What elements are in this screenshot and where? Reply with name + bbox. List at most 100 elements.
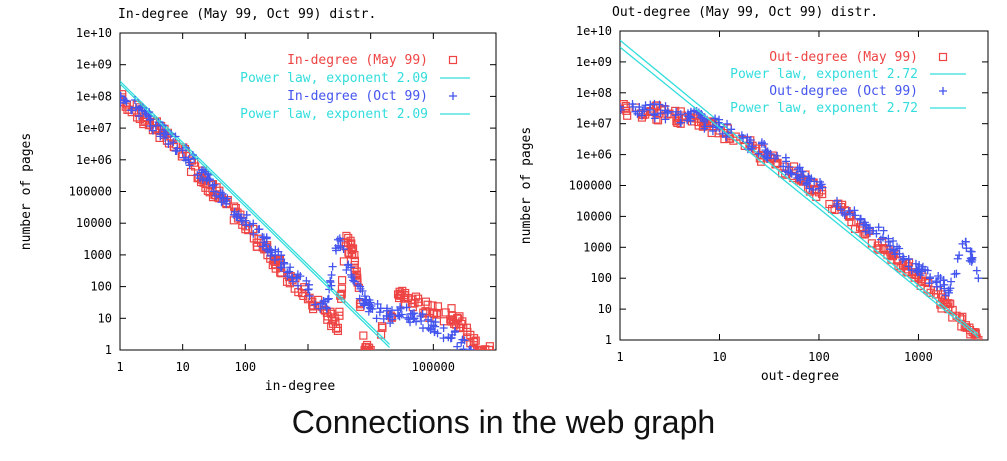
y-tick-label: 10000: [76, 216, 112, 230]
data-point-plus: [916, 271, 925, 280]
data-point-square: [459, 323, 468, 332]
data-point-plus: [635, 103, 644, 112]
data-point-square: [309, 302, 318, 311]
data-point-square: [352, 267, 361, 276]
data-point-plus: [925, 274, 934, 283]
legend-label: Power law, exponent 2.72: [730, 67, 918, 82]
legend-label: Out-degree (Oct 99): [769, 84, 918, 99]
data-point-plus: [631, 107, 640, 116]
data-point-plus: [722, 133, 731, 142]
data-point-plus: [324, 294, 333, 303]
data-point-plus: [884, 237, 893, 246]
data-point-plus: [974, 274, 983, 283]
data-point-plus: [249, 229, 258, 238]
data-point-plus: [844, 206, 853, 215]
data-point-square: [884, 246, 893, 255]
data-point-plus: [805, 184, 814, 193]
data-point-plus: [874, 223, 883, 232]
data-point-plus: [889, 237, 898, 246]
plot-area: [620, 39, 983, 340]
data-point-plus: [950, 270, 959, 279]
data-point-plus: [397, 310, 406, 319]
chart-title: Out-degree (May 99, Oct 99) distr.: [612, 5, 878, 20]
data-point-plus: [410, 314, 419, 323]
data-point-plus: [967, 255, 976, 264]
data-point-plus: [787, 169, 796, 178]
data-point-plus: [762, 148, 771, 157]
data-point-square: [180, 145, 190, 154]
data-point-square: [720, 134, 729, 144]
data-point-plus: [148, 126, 157, 135]
data-point-plus: [350, 277, 359, 286]
data-point-plus: [781, 167, 790, 176]
data-point-plus: [961, 237, 970, 246]
data-point-plus: [354, 281, 363, 290]
data-point-plus: [360, 299, 369, 308]
data-point-plus: [323, 295, 332, 304]
data-point-square: [470, 338, 479, 347]
y-tick-label: 1e+08: [576, 86, 612, 100]
data-point-square: [429, 308, 438, 317]
data-point-plus: [918, 262, 927, 271]
data-point-square: [473, 345, 482, 350]
data-point-plus: [159, 129, 168, 138]
data-point-plus: [386, 310, 395, 319]
data-point-plus: [406, 318, 415, 327]
legend-label: In-degree (Oct 99): [287, 89, 428, 104]
y-axis-label: number of pages: [519, 127, 534, 244]
data-point-plus: [164, 139, 173, 148]
data-point-plus: [311, 300, 320, 309]
data-point-plus: [322, 304, 331, 313]
data-point-plus: [151, 121, 160, 130]
data-point-plus: [459, 345, 468, 350]
data-point-square: [337, 294, 346, 303]
data-point-plus: [723, 119, 732, 128]
y-tick-label: 1e+07: [576, 117, 612, 131]
data-point-plus: [715, 122, 724, 131]
y-tick-label: 1: [605, 333, 612, 347]
data-point-plus: [249, 219, 258, 228]
x-tick-label: 100: [234, 360, 256, 374]
data-point-plus: [134, 105, 143, 114]
data-point-plus: [135, 111, 144, 120]
data-point-plus: [809, 185, 818, 194]
data-point-plus: [222, 197, 231, 206]
data-point-plus: [944, 286, 953, 295]
data-point-square: [485, 345, 495, 350]
data-point-plus: [402, 303, 411, 312]
data-point-plus: [851, 211, 860, 220]
data-point-plus: [279, 258, 288, 267]
data-point-plus: [271, 250, 280, 259]
data-point-plus: [972, 266, 981, 275]
data-point-plus: [663, 109, 672, 118]
x-tick-label: 1: [116, 360, 123, 374]
fit-line: [120, 83, 390, 348]
data-point-square: [327, 309, 336, 318]
data-point-square: [398, 286, 407, 295]
data-point-plus: [968, 256, 977, 265]
series-4: [120, 83, 390, 348]
data-point-square: [944, 299, 953, 308]
data-point-plus: [296, 272, 305, 281]
chart-1: In-degree (May 99, Oct 99) distr. 1 10 100 1…: [19, 7, 497, 394]
data-point-plus: [120, 92, 124, 101]
data-point-plus: [288, 277, 297, 286]
data-point-square: [430, 309, 439, 318]
data-point-square: [623, 111, 632, 120]
data-point-plus: [293, 281, 302, 290]
data-point-plus: [886, 241, 895, 250]
data-point-plus: [650, 99, 659, 108]
data-point-plus: [620, 102, 624, 111]
data-point-plus: [832, 202, 841, 211]
data-point-plus: [869, 226, 878, 235]
data-point-plus: [795, 163, 804, 172]
data-point-plus: [327, 270, 336, 279]
legend-label: In-degree (May 99): [287, 53, 428, 68]
y-tick-label: 1e+07: [76, 121, 112, 135]
data-point-plus: [449, 92, 457, 100]
data-point-plus: [915, 260, 924, 269]
data-point-square: [448, 311, 457, 320]
data-point-plus: [467, 346, 476, 350]
data-point-plus: [939, 275, 948, 284]
y-tick-label: 1000: [83, 248, 112, 262]
